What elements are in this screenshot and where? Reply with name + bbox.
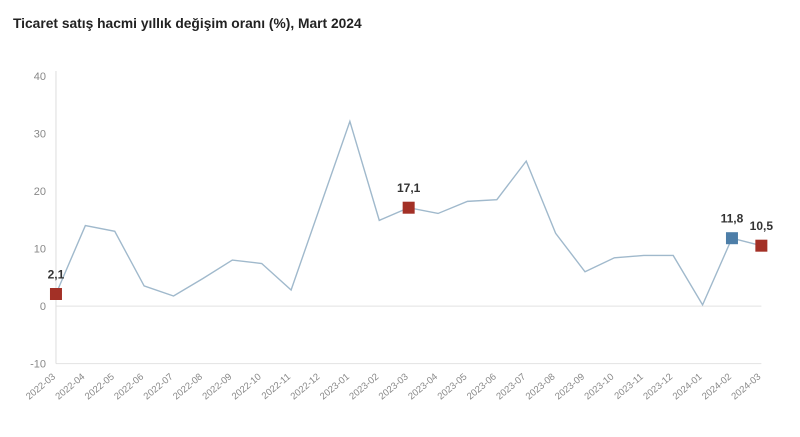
svg-text:2023-10: 2023-10 bbox=[583, 371, 617, 402]
svg-text:2022-03: 2022-03 bbox=[24, 371, 58, 402]
svg-text:2024-02: 2024-02 bbox=[700, 371, 734, 402]
svg-text:11,8: 11,8 bbox=[721, 212, 744, 226]
svg-text:2023-03: 2023-03 bbox=[377, 371, 411, 402]
svg-text:-10: -10 bbox=[30, 359, 46, 371]
svg-text:10: 10 bbox=[34, 244, 46, 256]
svg-text:17,1: 17,1 bbox=[397, 181, 421, 195]
svg-text:2023-07: 2023-07 bbox=[494, 371, 528, 402]
svg-text:30: 30 bbox=[34, 128, 46, 140]
svg-text:2022-06: 2022-06 bbox=[112, 371, 146, 402]
svg-text:2023-02: 2023-02 bbox=[347, 371, 381, 402]
svg-text:2022-05: 2022-05 bbox=[83, 371, 117, 402]
svg-text:2022-11: 2022-11 bbox=[260, 371, 293, 401]
svg-text:2,1: 2,1 bbox=[48, 268, 65, 282]
svg-text:2022-08: 2022-08 bbox=[171, 371, 205, 402]
svg-text:2022-04: 2022-04 bbox=[54, 371, 88, 402]
svg-text:20: 20 bbox=[34, 186, 46, 198]
svg-text:2023-04: 2023-04 bbox=[406, 371, 440, 402]
svg-text:0: 0 bbox=[40, 301, 46, 313]
svg-text:2024-03: 2024-03 bbox=[730, 371, 764, 402]
svg-text:2024-01: 2024-01 bbox=[671, 371, 705, 402]
svg-text:2022-09: 2022-09 bbox=[200, 371, 234, 402]
svg-text:40: 40 bbox=[34, 71, 46, 83]
svg-text:2023-11: 2023-11 bbox=[612, 371, 645, 401]
svg-text:2023-08: 2023-08 bbox=[524, 371, 558, 402]
svg-text:2023-09: 2023-09 bbox=[553, 371, 587, 402]
svg-text:2022-07: 2022-07 bbox=[142, 371, 176, 402]
svg-text:2022-10: 2022-10 bbox=[230, 371, 264, 402]
svg-text:2023-12: 2023-12 bbox=[641, 371, 675, 402]
svg-text:2023-01: 2023-01 bbox=[318, 371, 352, 402]
svg-text:2022-12: 2022-12 bbox=[289, 371, 323, 402]
svg-text:10,5: 10,5 bbox=[750, 219, 774, 233]
svg-text:2023-06: 2023-06 bbox=[465, 371, 499, 402]
svg-text:2023-05: 2023-05 bbox=[436, 371, 470, 402]
